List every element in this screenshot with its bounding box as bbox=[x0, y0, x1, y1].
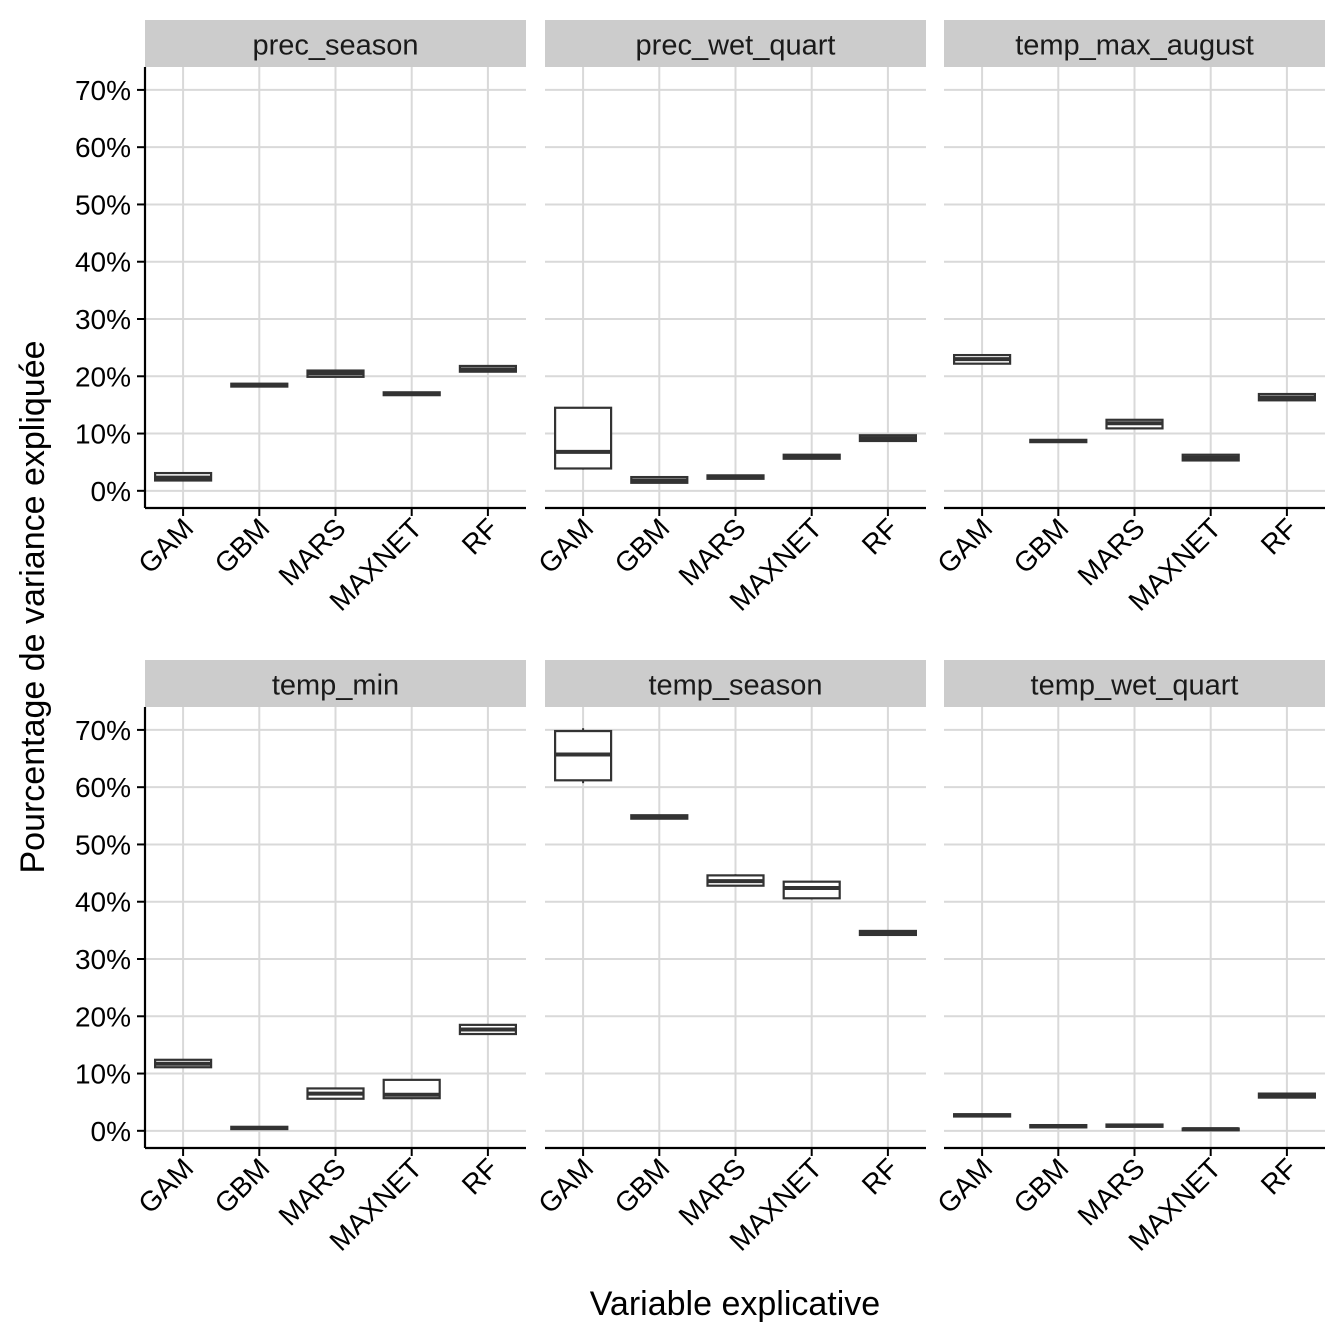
box-MARS bbox=[306, 1087, 365, 1100]
box-GBM bbox=[630, 475, 689, 484]
box-GAM bbox=[952, 353, 1012, 365]
box-RF bbox=[458, 1023, 517, 1036]
box-GAM bbox=[154, 471, 213, 482]
box-RF bbox=[858, 929, 918, 937]
box-GBM bbox=[230, 1125, 289, 1131]
box-MAXNET bbox=[382, 1078, 441, 1100]
box-GBM bbox=[630, 814, 689, 820]
facet-strip bbox=[545, 660, 926, 707]
box-iqr bbox=[553, 406, 613, 470]
facet-title: prec_season bbox=[252, 30, 418, 62]
box-GAM bbox=[952, 1113, 1012, 1118]
box-iqr bbox=[782, 880, 841, 900]
box-MARS bbox=[1105, 1123, 1164, 1128]
box-MAXNET bbox=[1181, 1127, 1240, 1132]
box-MAXNET bbox=[1181, 453, 1240, 462]
facet-title: temp_min bbox=[272, 670, 399, 702]
facet-strip bbox=[944, 20, 1325, 67]
box-GAM bbox=[553, 406, 613, 470]
facet-title: temp_max_august bbox=[1015, 30, 1254, 62]
y-tick-label: 60% bbox=[75, 132, 131, 163]
facet-strip bbox=[944, 660, 1325, 707]
y-tick-label: 20% bbox=[75, 1001, 131, 1032]
facet-strip bbox=[545, 20, 926, 67]
box-GBM bbox=[1029, 1123, 1088, 1129]
box-RF bbox=[1257, 1092, 1317, 1099]
y-tick-label: 10% bbox=[75, 419, 131, 450]
box-MARS bbox=[706, 474, 765, 480]
y-tick-label: 70% bbox=[75, 715, 131, 746]
box-RF bbox=[858, 434, 918, 443]
box-MARS bbox=[306, 369, 365, 378]
y-tick-label: 40% bbox=[75, 887, 131, 918]
box-GAM bbox=[553, 728, 613, 784]
facet-title: temp_season bbox=[648, 670, 822, 702]
y-tick-label: 0% bbox=[91, 476, 131, 507]
y-tick-label: 50% bbox=[75, 189, 131, 220]
box-MARS bbox=[706, 874, 765, 887]
y-tick-label: 60% bbox=[75, 772, 131, 803]
facet-strip bbox=[145, 660, 526, 707]
box-GAM bbox=[154, 1058, 213, 1069]
box-GBM bbox=[1029, 438, 1088, 444]
y-tick-label: 50% bbox=[75, 829, 131, 860]
y-tick-label: 10% bbox=[75, 1059, 131, 1090]
box-GBM bbox=[230, 382, 289, 388]
y-tick-label: 70% bbox=[75, 75, 131, 106]
x-axis-title: Variable explicative bbox=[590, 1285, 880, 1323]
facet-title: prec_wet_quart bbox=[636, 30, 836, 62]
box-RF bbox=[1257, 392, 1317, 402]
y-tick-label: 0% bbox=[91, 1116, 131, 1147]
box-MAXNET bbox=[782, 880, 841, 900]
facet-title: temp_wet_quart bbox=[1031, 670, 1239, 702]
y-tick-label: 30% bbox=[75, 944, 131, 975]
y-axis-title: Pourcentage de variance expliquée bbox=[14, 340, 52, 873]
y-tick-label: 20% bbox=[75, 361, 131, 392]
box-RF bbox=[458, 364, 517, 373]
box-MARS bbox=[1105, 418, 1164, 430]
y-tick-label: 30% bbox=[75, 304, 131, 335]
y-tick-label: 40% bbox=[75, 247, 131, 278]
box-MAXNET bbox=[382, 391, 441, 397]
facet-strip bbox=[145, 20, 526, 67]
box-MAXNET bbox=[782, 453, 841, 460]
